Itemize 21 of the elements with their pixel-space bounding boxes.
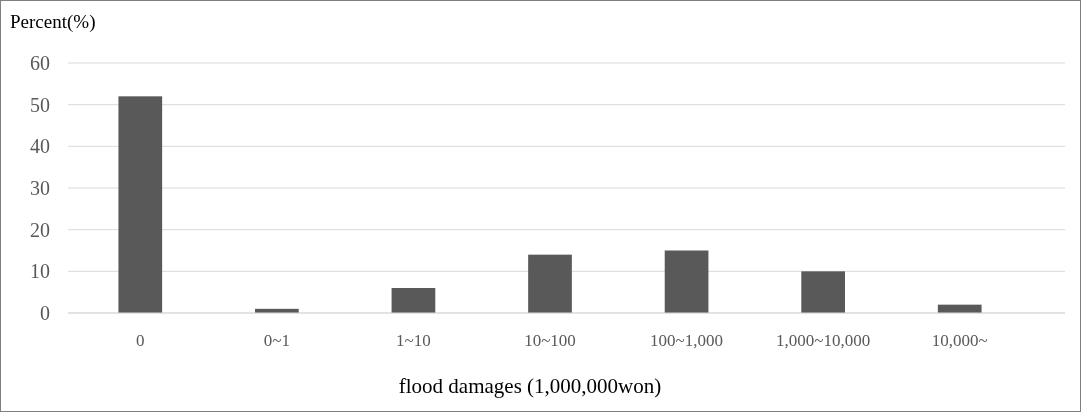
x-tick-label: 1,000~10,000 bbox=[776, 331, 871, 350]
x-tick-label: 10,000~ bbox=[931, 331, 988, 350]
bar bbox=[664, 250, 709, 313]
x-axis-title: flood damages (1,000,000won) bbox=[398, 374, 662, 398]
bar bbox=[391, 288, 436, 313]
y-tick-label: 20 bbox=[30, 218, 50, 241]
y-tick-label: 0 bbox=[40, 302, 50, 324]
y-axis-title: Percent(%) bbox=[10, 11, 96, 33]
x-tick-label: 1~10 bbox=[396, 331, 431, 350]
y-tick-label: 50 bbox=[30, 93, 50, 116]
bar bbox=[528, 254, 572, 313]
x-tick-label: 100~1,000 bbox=[650, 331, 724, 350]
y-tick-label: 60 bbox=[30, 52, 50, 74]
bar bbox=[118, 96, 163, 313]
x-tick-label: 10~100 bbox=[524, 331, 576, 350]
y-tick-label: 30 bbox=[30, 177, 50, 199]
bar bbox=[801, 271, 845, 313]
x-tick-label: 0 bbox=[136, 331, 145, 350]
x-tick-label: 0~1 bbox=[263, 331, 290, 350]
y-tick-label: 10 bbox=[30, 260, 50, 283]
y-tick-label: 40 bbox=[30, 135, 50, 158]
